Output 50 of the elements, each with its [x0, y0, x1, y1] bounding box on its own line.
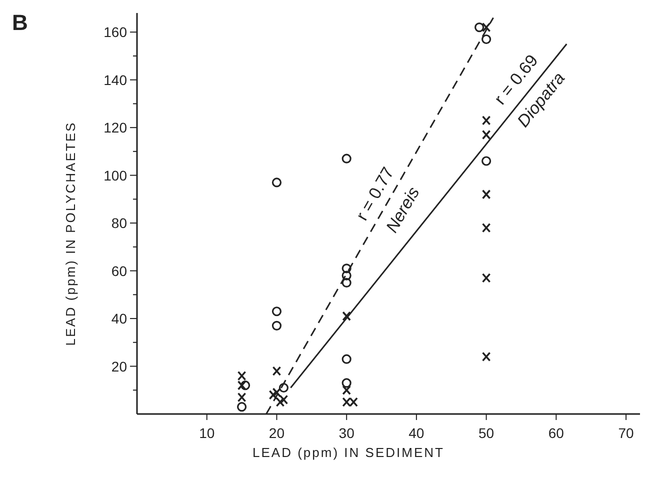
point — [482, 352, 491, 362]
point — [474, 22, 484, 32]
point — [272, 178, 282, 188]
y-axis-title: LEAD (ppm) IN POLYCHAETES — [63, 121, 78, 346]
x-tick-label: 20 — [268, 425, 285, 441]
point — [279, 394, 288, 405]
point — [272, 306, 282, 316]
point — [276, 397, 285, 407]
point — [342, 385, 351, 396]
point — [342, 378, 352, 388]
point — [272, 388, 282, 398]
point — [482, 222, 491, 233]
point — [236, 402, 247, 412]
y-tick-label: 140 — [104, 72, 128, 88]
y-tick-label: 40 — [111, 310, 128, 327]
y-tick-label: 60 — [111, 262, 128, 279]
point — [278, 382, 289, 393]
point — [272, 320, 282, 330]
y-tick-label: 160 — [104, 24, 128, 40]
y-tick-label: 100 — [104, 167, 128, 184]
x-tick-label: 30 — [338, 425, 355, 441]
point — [342, 311, 351, 322]
point — [482, 22, 491, 32]
point — [272, 366, 282, 376]
point — [482, 116, 491, 126]
point — [342, 264, 352, 274]
point — [240, 380, 250, 390]
point — [482, 130, 491, 140]
x-tick-label: 10 — [199, 425, 215, 441]
point — [482, 34, 492, 44]
x-axis-title: LEAD (ppm) IN SEDIMENT — [252, 445, 444, 460]
point — [342, 397, 351, 407]
y-tick-label: 120 — [104, 120, 128, 136]
x-tick-label: 40 — [408, 425, 424, 441]
point — [342, 154, 352, 164]
point — [482, 273, 491, 283]
point — [349, 397, 358, 407]
chart-title: B — [12, 10, 28, 35]
x-tick-label: 60 — [548, 425, 564, 441]
point — [342, 270, 352, 280]
point — [342, 278, 352, 288]
point — [342, 354, 352, 364]
point — [268, 390, 278, 400]
y-tick-label: 20 — [111, 358, 128, 374]
point — [482, 190, 491, 200]
point — [482, 156, 492, 166]
point — [237, 392, 246, 402]
x-tick-label: 50 — [478, 425, 494, 441]
x-tick-label: 70 — [618, 425, 634, 441]
y-tick-label: 80 — [111, 215, 128, 232]
